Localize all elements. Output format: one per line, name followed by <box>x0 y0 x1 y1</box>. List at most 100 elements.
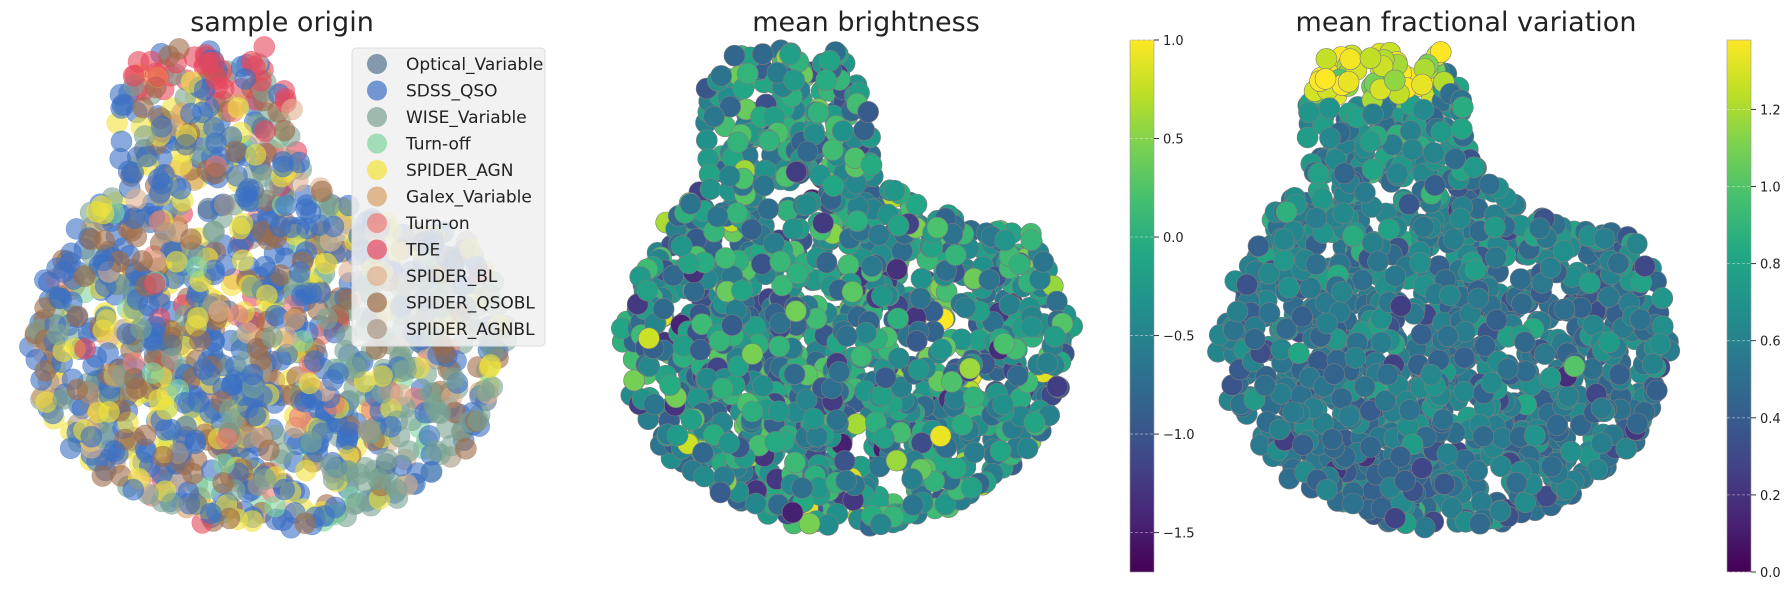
data-point <box>1319 127 1341 149</box>
data-point <box>1268 418 1291 441</box>
panel-mean-fractional-variation: mean fractional variation 1.2 1.0 0.8 0.6 0.… <box>1207 7 1781 581</box>
data-point <box>1437 325 1459 348</box>
data-point <box>38 271 60 294</box>
data-point <box>1439 284 1461 307</box>
data-point <box>215 427 238 450</box>
data-point <box>1449 207 1472 230</box>
data-point <box>1489 500 1512 522</box>
data-point <box>1362 103 1384 125</box>
data-point <box>1411 457 1433 479</box>
data-point <box>1305 207 1328 229</box>
data-point <box>160 347 183 370</box>
data-point <box>371 365 393 387</box>
data-point <box>153 164 175 186</box>
data-point <box>659 374 681 396</box>
legend-marker <box>367 266 387 286</box>
data-point <box>194 53 216 76</box>
data-point <box>327 362 349 385</box>
data-point <box>1316 312 1338 335</box>
data-point <box>264 495 287 518</box>
data-point <box>1430 121 1453 143</box>
data-point <box>768 335 791 358</box>
data-point <box>180 102 202 125</box>
data-point <box>752 375 774 397</box>
data-point <box>346 492 368 514</box>
data-point <box>709 481 732 504</box>
data-point <box>1409 251 1431 274</box>
colorbar: 1.2 1.0 0.8 0.6 0.4 0.2 0.0 <box>1726 39 1781 581</box>
data-point <box>1338 405 1360 428</box>
legend-marker <box>367 160 387 180</box>
colorbar-tick-label: 0.0 <box>1163 231 1184 246</box>
colorbar-tick-label: −1.5 <box>1163 527 1195 542</box>
data-point <box>1472 425 1495 448</box>
data-point <box>1361 158 1384 181</box>
data-point <box>831 120 854 142</box>
legend-marker <box>367 186 387 207</box>
data-point <box>182 462 204 485</box>
data-point <box>837 254 860 276</box>
data-point <box>910 432 933 454</box>
data-point <box>1236 273 1258 296</box>
data-point <box>322 468 345 491</box>
data-point <box>455 437 477 460</box>
data-point <box>806 425 828 448</box>
data-point <box>142 362 164 384</box>
data-point <box>1528 217 1551 239</box>
data-point <box>298 372 321 395</box>
data-point <box>887 347 910 370</box>
data-point <box>1351 269 1373 292</box>
data-point <box>1342 492 1364 515</box>
data-point <box>1420 363 1442 386</box>
data-point <box>380 415 402 438</box>
data-point <box>218 507 241 530</box>
data-point <box>853 119 875 141</box>
data-point <box>389 383 412 406</box>
colorbar-gradient <box>1129 39 1155 573</box>
data-point <box>189 329 211 352</box>
data-point <box>994 229 1017 252</box>
data-point <box>1361 232 1384 254</box>
data-point <box>758 130 781 152</box>
data-point <box>1553 298 1576 321</box>
data-point <box>315 252 338 275</box>
data-point <box>147 65 169 88</box>
data-point <box>91 465 114 487</box>
legend-label: Optical_Variable <box>406 55 543 75</box>
scatter-points-brightness <box>610 39 1083 537</box>
data-point <box>1410 323 1433 346</box>
data-point <box>926 216 949 239</box>
data-point <box>785 300 807 323</box>
data-point <box>945 457 967 480</box>
data-point <box>90 195 113 218</box>
data-point <box>885 449 908 472</box>
data-point <box>80 228 102 251</box>
data-point <box>944 244 967 266</box>
data-point <box>768 400 790 423</box>
data-point <box>1615 437 1638 460</box>
data-point <box>103 440 126 462</box>
data-point <box>232 249 254 272</box>
data-point <box>117 160 140 183</box>
data-point <box>1247 235 1270 257</box>
data-point <box>386 479 408 501</box>
data-point <box>796 140 819 163</box>
data-point <box>1046 375 1069 398</box>
data-point <box>695 129 718 151</box>
colorbar-tick-label: 0.6 <box>1760 335 1781 350</box>
scatter-points-fractional-variation <box>1207 41 1681 539</box>
data-point <box>887 214 910 237</box>
data-point <box>821 139 844 161</box>
data-point <box>750 253 773 275</box>
data-point <box>1651 287 1674 310</box>
data-point <box>1291 305 1313 328</box>
data-point <box>1557 385 1580 408</box>
data-point <box>1413 516 1436 539</box>
colorbar-gradient <box>1726 39 1752 573</box>
data-point <box>1515 360 1537 383</box>
data-point <box>901 468 924 490</box>
data-point <box>1444 148 1466 170</box>
data-point <box>1467 287 1489 310</box>
data-point <box>795 194 818 216</box>
